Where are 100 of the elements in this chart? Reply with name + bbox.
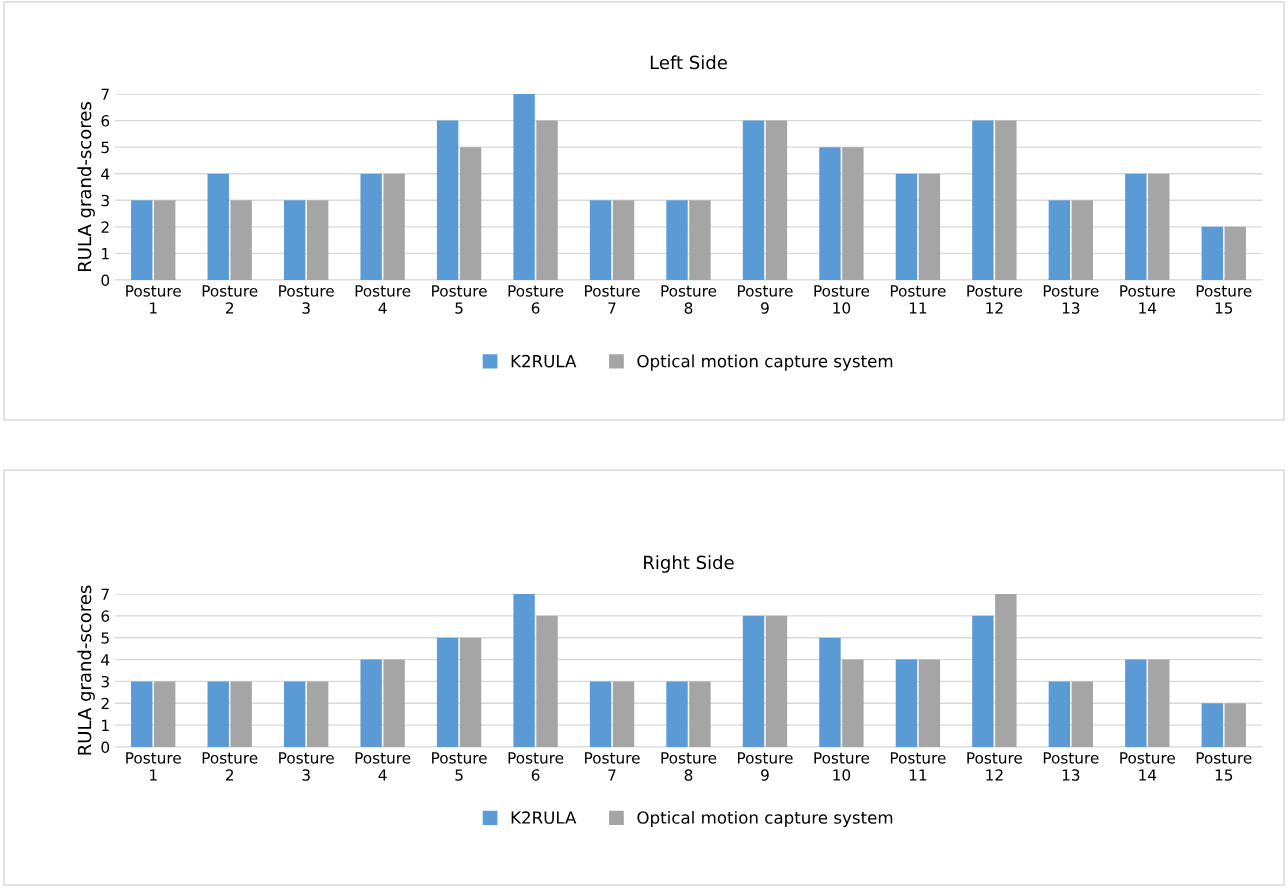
legend-label: K2RULA <box>511 811 577 824</box>
bar <box>283 200 306 280</box>
x-tick-label: Posture 2 <box>202 285 258 314</box>
bar <box>513 94 535 280</box>
bar <box>283 681 306 747</box>
y-tick-label: 7 <box>101 88 109 100</box>
bar <box>306 681 329 747</box>
x-tick-label: Posture 10 <box>814 752 870 781</box>
x-tick-label: Posture 13 <box>1043 752 1099 781</box>
bar <box>1048 681 1071 747</box>
bar <box>207 173 229 280</box>
bar <box>589 681 612 747</box>
bar <box>842 147 864 280</box>
bar <box>131 681 153 747</box>
x-tick-label: Posture 8 <box>661 285 717 314</box>
y-tick-label: 1 <box>102 248 109 260</box>
x-tick-label: Posture 1 <box>126 752 181 781</box>
x-tick-label: Posture 12 <box>967 285 1023 314</box>
x-tick-label: Posture 11 <box>890 285 946 314</box>
y-axis-title: RULA grand-scores <box>77 102 95 272</box>
legend-label: Optical motion capture system <box>637 354 893 371</box>
x-tick-label: Posture 9 <box>737 285 793 314</box>
bar <box>459 147 482 280</box>
y-tick-label: 0 <box>101 741 110 754</box>
bar <box>689 200 711 280</box>
bar <box>1148 659 1170 747</box>
x-tick-label: Posture 4 <box>355 752 411 781</box>
bar <box>765 120 788 280</box>
bar <box>666 200 688 280</box>
y-tick-label: 6 <box>101 115 110 127</box>
bar <box>154 200 176 280</box>
x-tick-label: Posture 2 <box>202 752 258 781</box>
bar <box>1048 200 1071 280</box>
y-tick-label: 4 <box>101 654 110 666</box>
bar <box>612 200 635 280</box>
bar <box>995 120 1017 280</box>
y-tick-label: 7 <box>101 588 109 600</box>
x-tick-label: Posture 8 <box>661 752 717 781</box>
bar <box>536 615 558 747</box>
bar <box>536 120 558 280</box>
bar <box>819 147 841 280</box>
bar <box>436 120 459 280</box>
bar <box>360 659 382 747</box>
x-tick-label: Posture 9 <box>737 752 793 781</box>
bar <box>360 173 382 280</box>
x-tick-label: Posture 15 <box>1196 752 1252 781</box>
bar <box>1071 200 1094 280</box>
bar <box>383 659 405 747</box>
x-tick-label: Posture 6 <box>508 752 564 781</box>
bar <box>1125 659 1147 747</box>
x-tick-label: Posture 12 <box>967 752 1023 781</box>
x-tick-label: Posture 3 <box>279 285 334 314</box>
bar <box>765 615 788 747</box>
bar <box>436 637 459 747</box>
legend-label: Optical motion capture system <box>637 810 893 828</box>
legend-label: K2RULA <box>511 354 577 368</box>
bar <box>154 681 176 747</box>
bar <box>612 681 635 747</box>
x-tick-label: Posture 13 <box>1043 285 1099 314</box>
bar <box>895 659 918 747</box>
y-axis-title: RULA grand-scores <box>77 585 95 755</box>
y-tick-label: 3 <box>101 194 109 207</box>
x-tick-label: Posture 4 <box>355 285 411 314</box>
bar <box>207 681 229 747</box>
bar <box>459 637 482 747</box>
x-tick-label: Posture 1 <box>126 285 181 314</box>
bar <box>589 200 612 280</box>
bar <box>995 594 1017 747</box>
x-tick-label: Posture 10 <box>814 285 870 314</box>
x-tick-label: Posture 11 <box>890 752 946 781</box>
y-tick-label: 5 <box>101 141 109 154</box>
bar <box>1125 173 1147 280</box>
bar <box>895 173 918 280</box>
bar <box>1201 703 1223 747</box>
bar <box>819 637 841 747</box>
y-tick-label: 6 <box>101 610 110 622</box>
x-tick-label: Posture 14 <box>1120 285 1175 314</box>
bar <box>689 681 711 747</box>
bar <box>666 681 688 747</box>
x-tick-label: Posture 14 <box>1120 752 1175 781</box>
y-tick-label: 1 <box>102 719 109 731</box>
y-tick-label: 2 <box>101 697 109 710</box>
x-tick-label: Posture 7 <box>585 285 640 314</box>
x-tick-label: Posture 7 <box>585 752 640 781</box>
bar <box>230 200 252 280</box>
x-tick-label: Posture 3 <box>279 752 334 781</box>
y-tick-label: 2 <box>101 221 109 233</box>
bar <box>306 200 329 280</box>
bar <box>1201 226 1223 280</box>
x-tick-label: Posture 5 <box>432 752 487 781</box>
bar <box>383 173 405 280</box>
y-tick-label: 3 <box>101 675 109 688</box>
y-tick-label: 5 <box>101 632 109 644</box>
bar <box>972 615 994 747</box>
bar <box>742 120 765 280</box>
bar <box>1071 681 1094 747</box>
x-tick-label: Posture 6 <box>508 285 564 314</box>
x-tick-label: Posture 15 <box>1196 285 1252 314</box>
bar <box>230 681 252 747</box>
bar <box>513 594 535 747</box>
